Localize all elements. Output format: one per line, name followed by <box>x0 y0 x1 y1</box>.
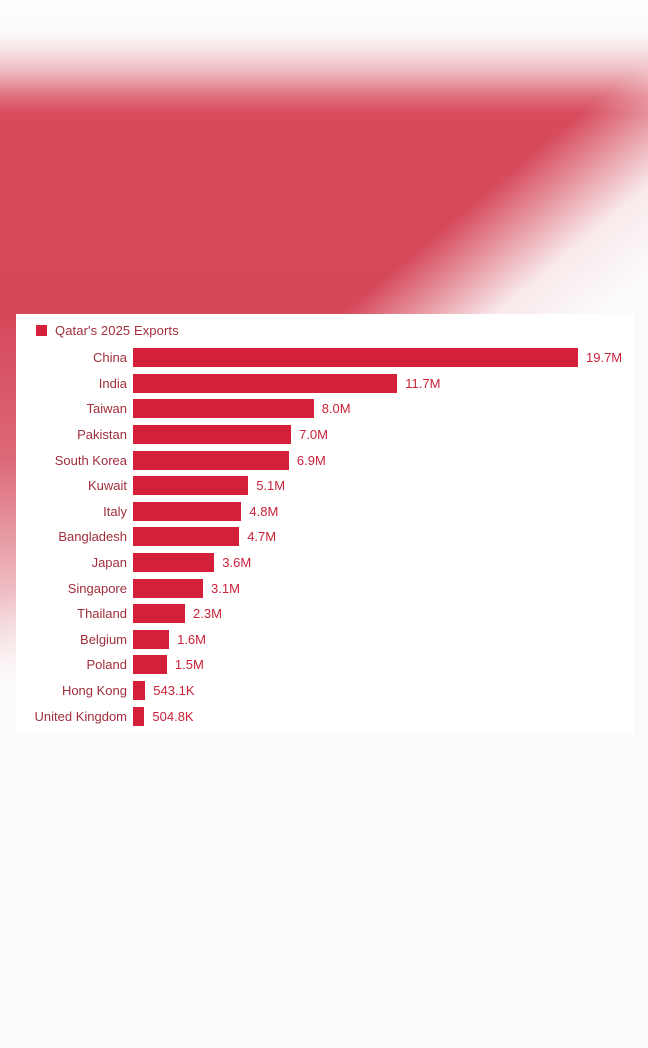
bar <box>133 629 170 649</box>
category-label: South Korea <box>54 452 127 468</box>
chart-card: Qatar's 2025 Exports China 19.7M India 11.7… <box>16 314 634 734</box>
value-label: 504.8K <box>152 708 194 724</box>
value-label: 543.1K <box>153 683 195 699</box>
bar <box>133 425 292 445</box>
category-label: Poland <box>86 657 127 673</box>
bar <box>133 399 314 419</box>
chart-row: Poland 1.5M <box>16 652 634 678</box>
category-label: Italy <box>103 503 127 519</box>
value-label: 3.6M <box>222 555 252 571</box>
category-label: Japan <box>91 555 127 571</box>
category-label: China <box>93 350 127 366</box>
category-label: Pakistan <box>77 427 127 443</box>
bar <box>133 348 578 368</box>
category-label: Taiwan <box>86 401 127 417</box>
bar <box>133 527 240 547</box>
chart-legend: Qatar's 2025 Exports <box>36 322 634 338</box>
bar <box>133 706 145 726</box>
chart-row: Bangladesh 4.7M <box>16 524 634 550</box>
value-label: 7.0M <box>299 427 328 443</box>
bar <box>133 373 398 393</box>
bar <box>133 655 167 675</box>
chart-row: United Kingdom 504.8K <box>16 703 634 729</box>
value-label: 2.3M <box>193 606 222 622</box>
chart-row: Italy 4.8M <box>16 499 634 525</box>
chart-row: India 11.7M <box>16 371 634 397</box>
value-label: 4.7M <box>247 529 277 545</box>
category-label: Kuwait <box>87 478 127 494</box>
bar-chart: China 19.7M India 11.7M Taiwan 8.0M Pakistan 7.… <box>16 345 634 729</box>
chart-row: China 19.7M <box>16 345 634 371</box>
legend-swatch-icon <box>36 324 47 336</box>
chart-row: Belgium 1.6M <box>16 627 634 653</box>
category-label: United Kingdom <box>34 708 128 724</box>
chart-row: Japan 3.6M <box>16 550 634 576</box>
legend-label: Qatar's 2025 Exports <box>55 322 179 338</box>
category-label: Singapore <box>67 580 127 596</box>
chart-row: Taiwan 8.0M <box>16 396 634 422</box>
value-label: 8.0M <box>321 401 351 417</box>
value-label: 1.5M <box>174 657 204 673</box>
chart-row: Pakistan 7.0M <box>16 422 634 448</box>
category-label: Hong Kong <box>61 683 127 699</box>
bar <box>133 501 242 521</box>
chart-row: South Korea 6.9M <box>16 447 634 473</box>
chart-row: Singapore 3.1M <box>16 575 634 601</box>
value-label: 1.6M <box>177 631 206 647</box>
chart-row: Hong Kong 543.1K <box>16 678 634 704</box>
bar <box>133 604 185 624</box>
bar <box>133 553 215 573</box>
bar <box>133 681 146 701</box>
category-label: Belgium <box>80 631 127 647</box>
bar <box>133 476 249 496</box>
chart-row: Kuwait 5.1M <box>16 473 634 499</box>
category-label: Bangladesh <box>58 529 127 545</box>
category-label: India <box>98 375 127 391</box>
bar <box>133 578 203 598</box>
value-label: 6.9M <box>296 452 326 468</box>
value-label: 19.7M <box>586 350 623 366</box>
value-label: 3.1M <box>211 580 240 596</box>
category-label: Thailand <box>77 606 127 622</box>
value-label: 4.8M <box>249 503 279 519</box>
value-label: 5.1M <box>256 478 286 494</box>
bar <box>133 450 289 470</box>
value-label: 11.7M <box>405 375 441 391</box>
chart-row: Thailand 2.3M <box>16 601 634 627</box>
